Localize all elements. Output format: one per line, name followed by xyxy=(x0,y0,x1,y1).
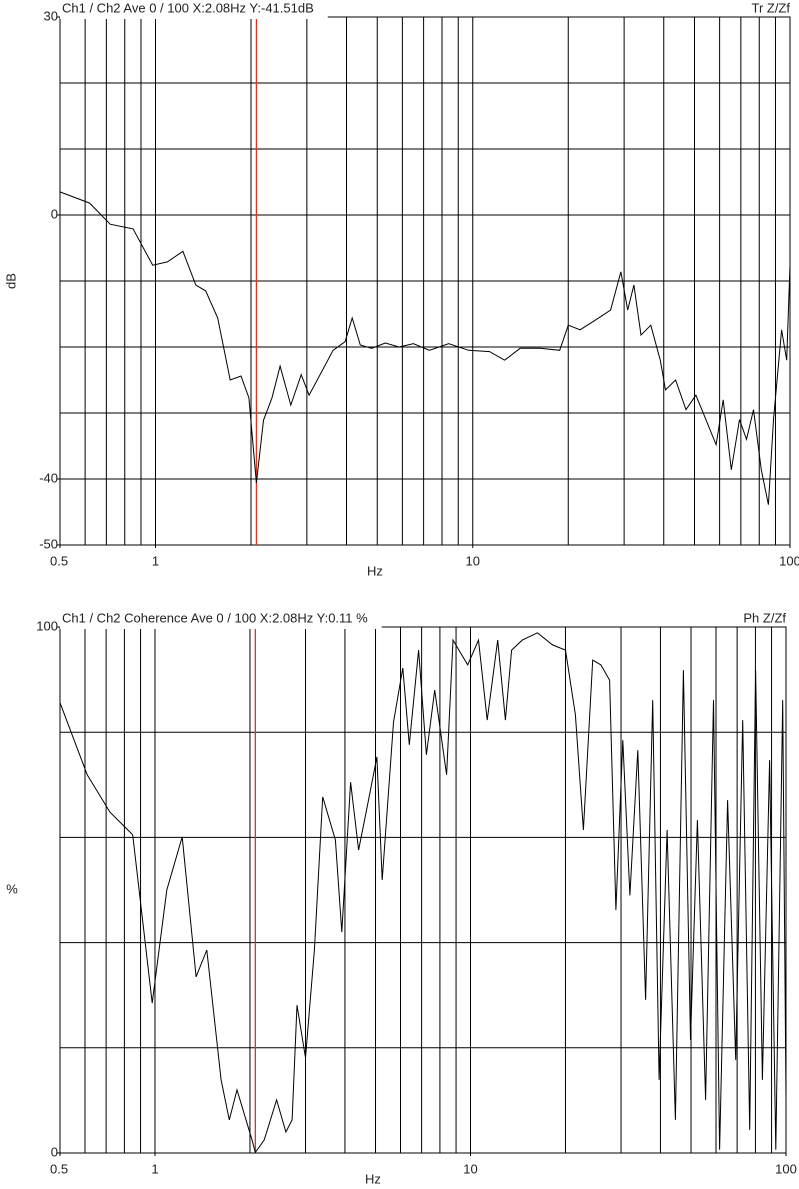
y-tick-label: -50 xyxy=(39,536,58,551)
plot-frame xyxy=(59,16,791,546)
data-line xyxy=(59,191,791,505)
trace-label: Tr Z/Zf xyxy=(751,0,790,15)
x-tick-label: 0.5 xyxy=(50,1161,68,1176)
chart-header: Ch1 / Ch2 Ave 0 / 100 X:2.08Hz Y:-41.51d… xyxy=(62,0,314,15)
chart-header: Ch1 / Ch2 Coherence Ave 0 / 100 X:2.08Hz… xyxy=(62,610,368,625)
x-axis-label: Hz xyxy=(365,1171,381,1186)
y-axis-label: dB xyxy=(3,273,18,289)
x-tick-label: 1 xyxy=(152,553,159,568)
header-bg xyxy=(60,15,328,19)
y-axis-label: % xyxy=(6,881,18,896)
x-axis-label: Hz xyxy=(367,563,383,578)
y-tick-label: 100 xyxy=(36,618,58,633)
y-tick-label: 30 xyxy=(44,8,58,23)
x-tick-label: 100 xyxy=(779,553,799,568)
y-tick-label: 0 xyxy=(51,1144,58,1159)
trace-label: Ph Z/Zf xyxy=(743,610,786,625)
x-tick-label: 0.5 xyxy=(50,553,68,568)
y-tick-label: 0 xyxy=(51,206,58,221)
header-bg xyxy=(60,625,382,629)
y-tick-label: -40 xyxy=(39,470,58,485)
data-line xyxy=(59,632,787,1154)
x-tick-label: 10 xyxy=(466,553,480,568)
x-tick-label: 1 xyxy=(151,1161,158,1176)
x-tick-label: 10 xyxy=(463,1161,477,1176)
x-tick-label: 100 xyxy=(775,1161,797,1176)
plot-frame xyxy=(59,626,787,1154)
